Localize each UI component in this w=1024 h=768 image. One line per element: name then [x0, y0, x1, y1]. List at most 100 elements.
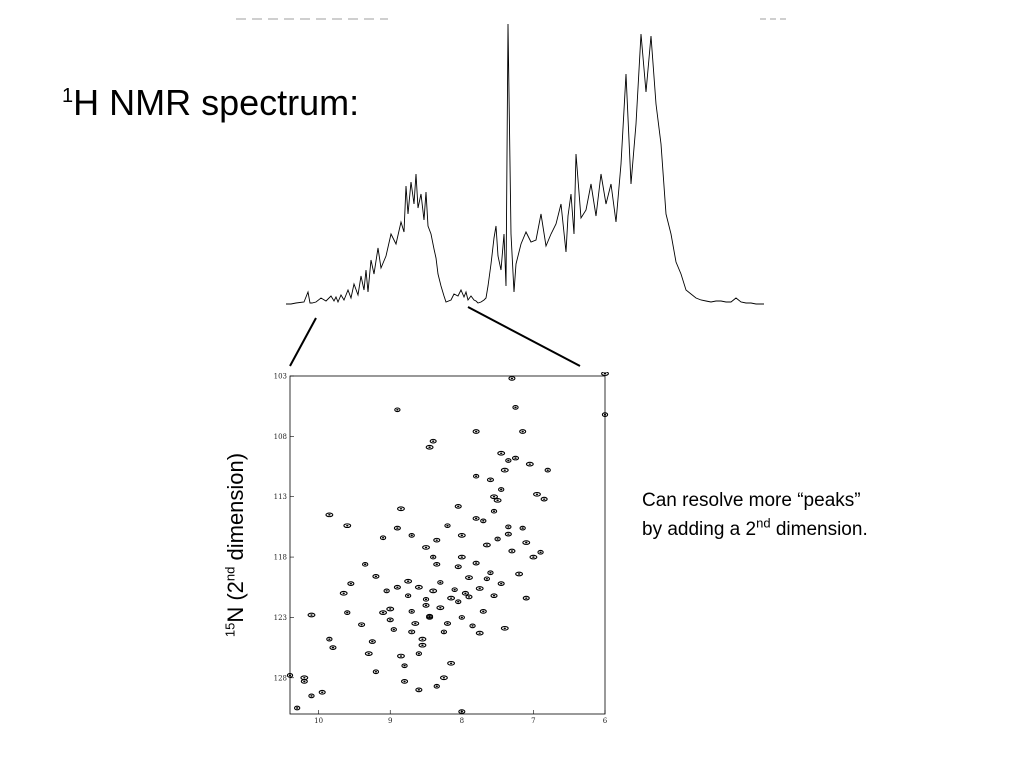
- cross-peak: [436, 605, 445, 611]
- cross-peak: [504, 531, 512, 537]
- cross-peak: [475, 586, 484, 591]
- cross-peak: [343, 523, 352, 529]
- plot-frame: [289, 375, 606, 715]
- cross-peak: [393, 525, 401, 531]
- 2d-hsqc-plot: 10 9 8 7 6 103 108 113 118 123 128: [274, 372, 609, 726]
- cross-peak: [458, 709, 466, 714]
- cross-peak: [482, 542, 491, 548]
- cross-peak: [408, 609, 415, 614]
- y-tick-label: 123: [274, 614, 287, 622]
- cross-peak: [404, 578, 413, 584]
- cross-peak: [601, 412, 609, 417]
- cross-peak: [529, 554, 538, 560]
- cross-peak: [512, 405, 519, 410]
- slide-title: 1H NMR spectrum:: [62, 82, 359, 124]
- cross-peak: [508, 376, 516, 381]
- cross-peak: [472, 560, 480, 566]
- cross-peak: [505, 458, 512, 463]
- cross-peak: [437, 580, 444, 585]
- axis-ticks: 10 9 8 7 6 103 108 113 118 123 128: [274, 373, 608, 726]
- cross-peak: [444, 523, 451, 529]
- cross-peak: [490, 508, 498, 514]
- caption-line-2: by adding a 2nd dimension.: [642, 515, 868, 544]
- cross-peak: [515, 571, 524, 577]
- cross-peak: [500, 467, 509, 473]
- title-superscript: 1: [62, 85, 74, 107]
- cross-peak: [383, 588, 390, 594]
- cross-peak: [472, 516, 480, 521]
- x-tick-label: 8: [460, 717, 464, 725]
- connector-line-left: [289, 317, 317, 367]
- cross-peak: [408, 532, 415, 538]
- cross-peak: [300, 675, 309, 681]
- cross-peak: [443, 621, 452, 626]
- cross-peak: [433, 561, 441, 567]
- cross-peak: [457, 554, 466, 560]
- cross-peak: [379, 610, 388, 615]
- ylabel-superscript-2: nd: [222, 566, 238, 582]
- x-tick-label: 9: [388, 717, 392, 725]
- cross-peak: [519, 429, 527, 434]
- caption-superscript: nd: [756, 515, 771, 531]
- cross-peak: [454, 504, 462, 509]
- cross-peak: [472, 429, 480, 434]
- cross-peak: [465, 594, 473, 600]
- cross-peak: [439, 675, 448, 681]
- cross-peak: [544, 467, 551, 473]
- caption-line-2-pre: by adding a 2: [642, 519, 757, 540]
- cross-peak: [447, 595, 456, 601]
- spectrum-trace: [286, 23, 764, 305]
- cross-peak: [411, 621, 420, 626]
- cross-peak: [430, 554, 437, 560]
- cross-peaks: [286, 372, 609, 714]
- cross-peak: [386, 617, 394, 623]
- y-tick-label: 113: [274, 493, 287, 501]
- cross-peak: [479, 609, 487, 614]
- cross-peak: [469, 623, 476, 629]
- ylabel-text: N (2: [223, 581, 248, 623]
- cross-peak: [294, 705, 301, 711]
- cross-peak: [525, 461, 534, 467]
- cross-peak: [415, 687, 423, 693]
- caption-line-2-post: dimension.: [770, 519, 868, 540]
- cross-peak: [475, 630, 484, 636]
- cross-peak: [286, 673, 294, 678]
- cross-peak: [422, 603, 430, 608]
- cross-peak: [508, 548, 516, 554]
- cross-peak: [458, 615, 465, 620]
- cross-peak: [519, 525, 526, 531]
- cross-peak: [329, 645, 337, 650]
- cross-peak: [404, 593, 412, 599]
- cross-peak: [397, 506, 405, 512]
- 1h-nmr-spectrum: [286, 23, 764, 305]
- cross-peak: [494, 536, 501, 542]
- x-tick-label: 6: [603, 717, 608, 725]
- y-tick-label: 108: [274, 433, 287, 441]
- cross-peak: [457, 532, 466, 538]
- cross-peak: [425, 444, 434, 450]
- cross-peak: [454, 564, 462, 570]
- header-strip: [236, 18, 788, 20]
- x-tick-label: 10: [314, 717, 323, 725]
- cross-peak: [465, 575, 473, 580]
- cross-peak: [308, 693, 315, 699]
- cross-peak: [447, 660, 456, 666]
- cross-peak: [451, 587, 458, 593]
- cross-peak: [505, 524, 512, 530]
- cross-peak: [401, 663, 408, 669]
- cross-peak: [422, 596, 430, 602]
- caption: Can resolve more “peaks” by adding a 2nd…: [642, 486, 868, 544]
- cross-peak: [493, 497, 502, 503]
- cross-peak: [386, 606, 395, 612]
- cross-peak: [318, 689, 326, 695]
- cross-peak: [498, 487, 505, 492]
- cross-peak: [483, 576, 491, 582]
- connector-line-right: [467, 306, 581, 367]
- cross-peak: [522, 540, 531, 545]
- cross-peak: [393, 584, 401, 590]
- cross-peak: [394, 407, 401, 413]
- cross-peak: [487, 570, 494, 576]
- cross-peak: [433, 537, 441, 543]
- cross-peak: [540, 496, 548, 502]
- cross-peak: [537, 549, 544, 555]
